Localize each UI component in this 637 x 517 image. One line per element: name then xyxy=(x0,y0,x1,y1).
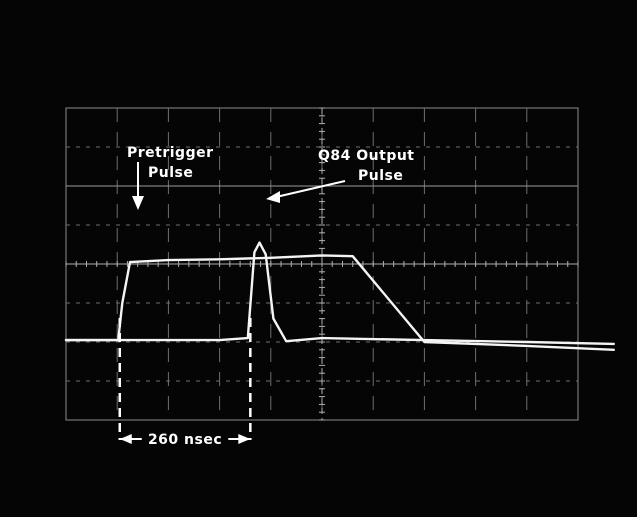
trace-line-2 xyxy=(64,241,615,346)
pretrigger-arrowhead xyxy=(132,196,144,210)
traces xyxy=(64,241,615,351)
pretrigger-label: Pretrigger xyxy=(127,145,214,161)
q84-label-line2: Pulse xyxy=(358,168,403,184)
q84-label: Q84 Output xyxy=(318,148,415,164)
trace-line-1 xyxy=(64,254,615,351)
interval-label: 260 nsec xyxy=(148,432,222,448)
q84-arrowhead xyxy=(266,191,280,203)
pretrigger-label-line2: Pulse xyxy=(148,165,193,181)
interval-arrowhead-left xyxy=(119,434,132,444)
interval-arrowhead-right xyxy=(238,434,251,444)
graticule xyxy=(65,107,579,421)
annotations: Pretrigger Pulse Q84 Output Pulse 260 nsec xyxy=(118,145,415,448)
q84-arrow xyxy=(275,180,346,198)
